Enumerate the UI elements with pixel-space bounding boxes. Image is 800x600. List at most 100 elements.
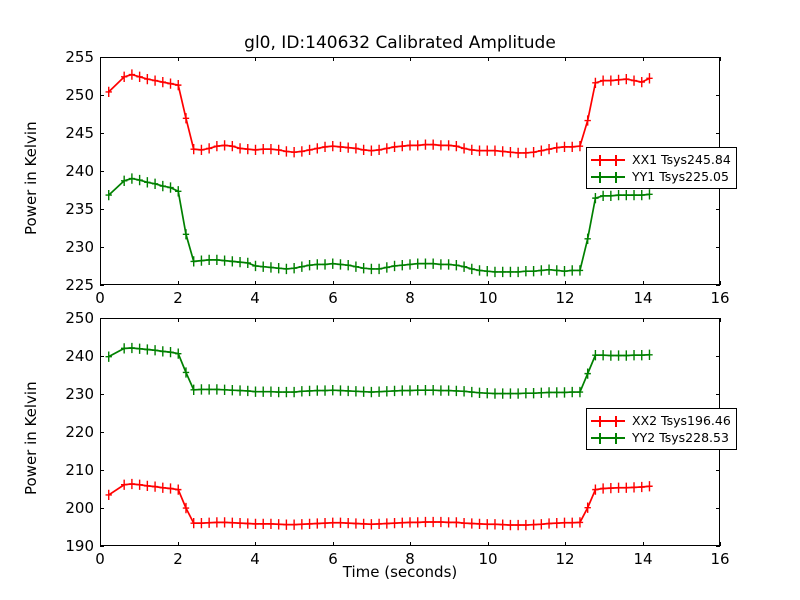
y-tick-mark	[100, 285, 104, 286]
x-tick-label: 4	[250, 289, 260, 307]
x-tick-mark	[255, 318, 256, 322]
x-tick-label: 2	[173, 289, 183, 307]
x-tick-mark	[410, 57, 411, 61]
y-tick-mark	[100, 546, 104, 547]
y-tick-mark	[716, 546, 720, 547]
bottom-panel-y-axis-label: Power in Kelvin	[22, 381, 40, 495]
x-tick-mark	[410, 542, 411, 546]
y-tick-label: 230	[65, 238, 94, 256]
legend-color-swatch-yy2	[591, 432, 625, 444]
y-tick-label: 250	[65, 86, 94, 104]
legend-label-yy1: YY1 Tsys225.05	[632, 169, 729, 184]
y-tick-mark	[716, 209, 720, 210]
x-tick-label: 4	[250, 550, 260, 568]
bottom-panel-plot-area	[101, 319, 719, 545]
legend-label-xx2: XX2 Tsys196.46	[632, 413, 731, 428]
x-tick-mark	[565, 318, 566, 322]
legend-color-swatch-xx2	[591, 415, 625, 427]
data-series-yy2	[106, 343, 653, 399]
x-tick-mark	[178, 281, 179, 285]
x-tick-mark	[178, 57, 179, 61]
x-tick-mark	[720, 57, 721, 61]
y-tick-mark	[716, 394, 720, 395]
legend-label-yy2: YY2 Tsys228.53	[632, 430, 729, 445]
x-tick-mark	[255, 281, 256, 285]
data-series-xx2	[106, 479, 653, 530]
x-tick-mark	[565, 542, 566, 546]
x-tick-mark	[255, 542, 256, 546]
y-tick-mark	[716, 95, 720, 96]
x-tick-label: 10	[478, 289, 498, 307]
data-series-yy1	[106, 173, 653, 277]
x-tick-mark	[488, 57, 489, 61]
x-tick-mark	[333, 281, 334, 285]
x-tick-label: 10	[478, 550, 498, 568]
top-panel-y-axis-label: Power in Kelvin	[22, 121, 40, 235]
x-tick-mark	[643, 281, 644, 285]
x-tick-mark	[720, 281, 721, 285]
legend-item: XX2 Tsys196.46	[591, 412, 731, 429]
y-tick-label: 210	[65, 461, 94, 479]
y-tick-mark	[716, 318, 720, 319]
y-tick-mark	[100, 95, 104, 96]
y-tick-label: 235	[65, 200, 94, 218]
x-tick-mark	[100, 281, 101, 285]
legend-item: YY1 Tsys225.05	[591, 168, 731, 185]
y-tick-mark	[716, 356, 720, 357]
y-tick-label: 190	[65, 537, 94, 555]
y-tick-label: 255	[65, 48, 94, 66]
y-tick-mark	[716, 57, 720, 58]
x-tick-mark	[178, 318, 179, 322]
y-tick-mark	[716, 470, 720, 471]
x-tick-label: 14	[633, 550, 653, 568]
x-tick-mark	[333, 542, 334, 546]
x-tick-label: 0	[95, 289, 105, 307]
x-tick-label: 12	[555, 289, 575, 307]
x-tick-mark	[100, 57, 101, 61]
x-tick-label: 6	[328, 550, 338, 568]
y-tick-mark	[100, 247, 104, 248]
x-tick-label: 8	[405, 550, 415, 568]
x-tick-mark	[333, 57, 334, 61]
legend-color-swatch-yy1	[591, 171, 625, 183]
y-tick-label: 240	[65, 162, 94, 180]
y-tick-mark	[716, 247, 720, 248]
bottom-panel-legend[interactable]: XX2 Tsys196.46 YY2 Tsys228.53	[586, 408, 737, 450]
x-tick-mark	[255, 57, 256, 61]
x-tick-label: 16	[710, 289, 730, 307]
x-tick-label: 12	[555, 550, 575, 568]
y-tick-mark	[100, 209, 104, 210]
legend-item: XX1 Tsys245.84	[591, 151, 731, 168]
y-tick-mark	[100, 470, 104, 471]
x-tick-mark	[100, 318, 101, 322]
x-tick-label: 2	[173, 550, 183, 568]
y-tick-mark	[100, 171, 104, 172]
x-tick-mark	[720, 542, 721, 546]
y-tick-label: 200	[65, 499, 94, 517]
y-tick-mark	[716, 133, 720, 134]
x-tick-mark	[643, 318, 644, 322]
legend-label-xx1: XX1 Tsys245.84	[632, 152, 731, 167]
x-tick-mark	[488, 281, 489, 285]
y-tick-mark	[100, 508, 104, 509]
x-tick-mark	[410, 318, 411, 322]
x-tick-mark	[333, 318, 334, 322]
page-title: gl0, ID:140632 Calibrated Amplitude	[244, 33, 556, 53]
y-tick-mark	[100, 318, 104, 319]
x-tick-mark	[643, 57, 644, 61]
x-tick-mark	[488, 542, 489, 546]
x-tick-mark	[565, 281, 566, 285]
y-tick-label: 220	[65, 423, 94, 441]
x-tick-label: 16	[710, 550, 730, 568]
data-series-xx1	[106, 69, 653, 158]
x-tick-label: 0	[95, 550, 105, 568]
legend-item: YY2 Tsys228.53	[591, 429, 731, 446]
y-tick-label: 245	[65, 124, 94, 142]
x-tick-mark	[565, 57, 566, 61]
y-tick-label: 240	[65, 347, 94, 365]
x-tick-label: 14	[633, 289, 653, 307]
y-tick-mark	[100, 133, 104, 134]
y-tick-mark	[100, 432, 104, 433]
top-panel-legend[interactable]: XX1 Tsys245.84 YY1 Tsys225.05	[586, 147, 737, 189]
